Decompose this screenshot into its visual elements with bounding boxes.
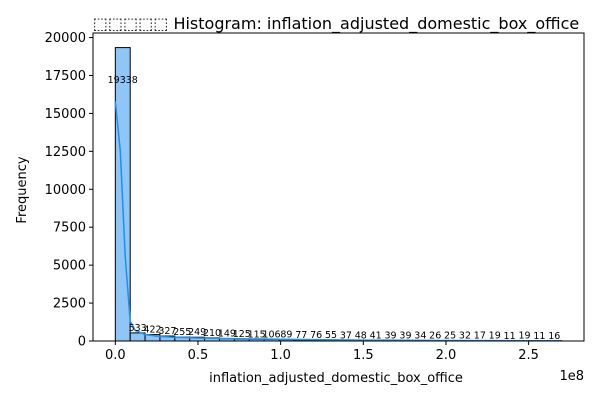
kde-line xyxy=(114,101,562,342)
y-tick-label: 15000 xyxy=(45,107,86,122)
bar-value-label: 39 xyxy=(385,330,397,341)
y-tick-label: 10000 xyxy=(45,183,86,198)
y-tick-label: 0 xyxy=(78,335,86,350)
x-tick-label: 2.5 xyxy=(518,348,539,363)
bar-value-label: 16 xyxy=(548,331,560,342)
bar-value-label: 11 xyxy=(533,331,545,342)
bar-value-label: 37 xyxy=(340,330,352,341)
x-offset-label: 1e8 xyxy=(559,369,584,384)
bar-value-label: 48 xyxy=(355,330,367,341)
x-tick-label: 1.5 xyxy=(353,348,374,363)
bar-value-label: 34 xyxy=(414,330,426,341)
x-axis-label: inflation_adjusted_domestic_box_office xyxy=(209,371,463,386)
bar-value-label: 533 xyxy=(129,323,147,334)
bar-value-label: 11 xyxy=(504,331,516,342)
bar-value-label: 32 xyxy=(459,331,471,342)
bar-value-label: 41 xyxy=(370,330,382,341)
bar-value-label: 125 xyxy=(233,329,251,340)
bar-value-label: 25 xyxy=(444,331,456,342)
plot-frame xyxy=(92,32,585,342)
y-axis-label: Frequency xyxy=(15,156,30,223)
bar-value-label: 19338 xyxy=(108,75,138,86)
bar-value-label: 115 xyxy=(248,329,266,340)
y-tick-label: 17500 xyxy=(45,69,86,84)
y-tick-label: 7500 xyxy=(53,221,86,236)
bar-value-label: 39 xyxy=(399,330,411,341)
x-tick-label: 0.0 xyxy=(105,348,126,363)
bar-value-label: 422 xyxy=(143,325,161,336)
bar-value-label: 77 xyxy=(295,330,307,341)
chart-title: ⬚⬚⬚⬚⬚ Histogram: inflation_adjusted_dome… xyxy=(93,14,579,34)
bar-value-label: 26 xyxy=(429,331,441,342)
bar-value-label: 249 xyxy=(188,327,206,338)
bar-value-label: 55 xyxy=(325,330,337,341)
y-tick-label: 2500 xyxy=(53,297,86,312)
bar-value-label: 327 xyxy=(158,326,176,337)
bar-value-label: 19 xyxy=(489,331,501,342)
bar-value-label: 76 xyxy=(310,330,322,341)
bar-value-label: 106 xyxy=(262,329,280,340)
bar-value-label: 89 xyxy=(280,330,292,341)
x-tick-label: 0.5 xyxy=(188,348,209,363)
bar-value-label: 255 xyxy=(173,327,191,338)
x-tick-label: 2.0 xyxy=(436,348,457,363)
bar-value-label: 17 xyxy=(474,331,486,342)
y-tick-label: 20000 xyxy=(45,31,86,46)
x-tick-label: 1.0 xyxy=(270,348,291,363)
bar-value-label: 149 xyxy=(218,329,236,340)
bar-value-label: 19 xyxy=(518,331,530,342)
y-tick-label: 5000 xyxy=(53,259,86,274)
y-tick-label: 12500 xyxy=(45,145,86,160)
bar-value-label: 210 xyxy=(203,328,221,339)
